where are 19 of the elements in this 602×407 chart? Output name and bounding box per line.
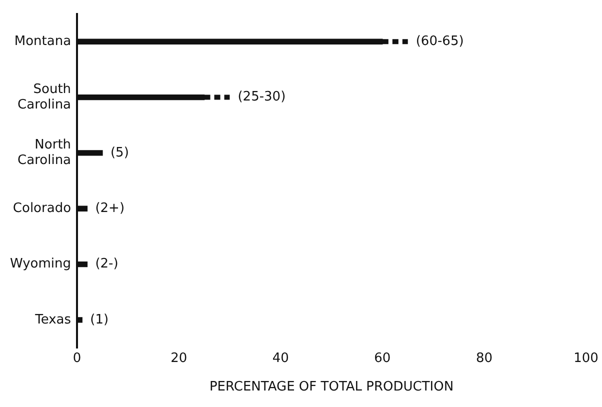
y-tick-label: Colorado [12,201,72,216]
y-tick-label: Wyoming [10,256,72,272]
data-label: (5) [110,145,129,160]
x-tick-label: 40 [272,350,289,366]
data-label: (60-65) [416,34,464,50]
y-tick-label: North Carolina [18,138,72,168]
x-tick-label: 20 [170,350,188,366]
data-label: (2+) [95,201,125,216]
y-tick-label: Montana [14,34,72,50]
x-tick-label: 60 [374,350,391,366]
data-label: (1) [90,312,109,328]
data-label: (2-) [95,256,118,272]
y-tick-label: Texas [34,312,72,328]
y-tick-label: South Carolina [18,82,72,112]
x-tick-label: 0 [72,350,82,366]
x-tick-label: 80 [476,350,492,366]
x-axis-title: PERCENTAGE OF TOTAL PRODUCTION [209,380,454,395]
data-label: (25-30) [238,90,286,105]
x-tick-label: 100 [574,350,598,366]
